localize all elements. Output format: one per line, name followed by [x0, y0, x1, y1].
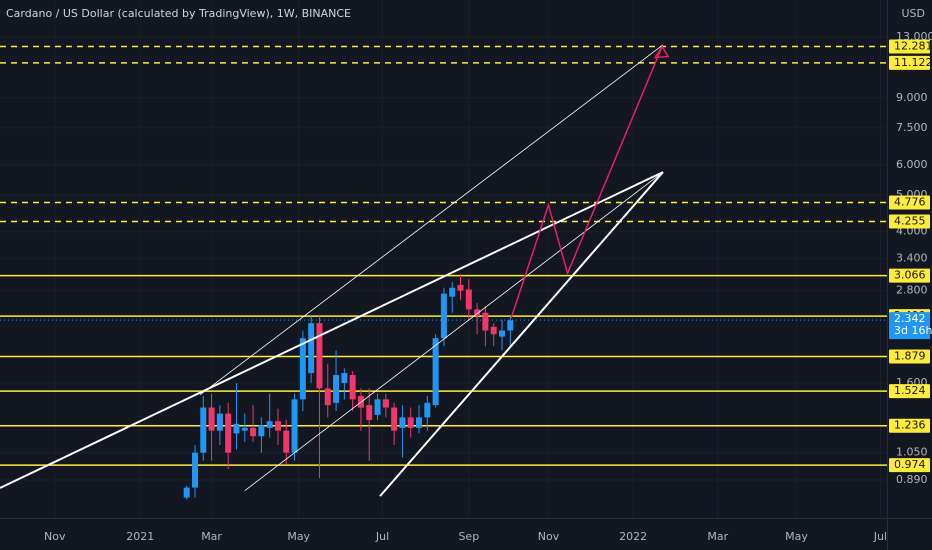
level-label: 11.122 — [894, 56, 932, 69]
x-tick-label: 2022 — [619, 530, 647, 543]
candle-body — [299, 338, 306, 400]
y-tick-label: 6.000 — [896, 158, 928, 171]
level-label-box — [889, 458, 930, 473]
candle-body — [208, 407, 215, 431]
level-label: 1.236 — [894, 419, 926, 432]
x-tick-label: 2021 — [126, 530, 154, 543]
level-label: 12.281 — [894, 39, 932, 52]
x-tick-label: Nov — [44, 530, 66, 543]
plot-area — [0, 44, 887, 500]
candle-body — [216, 413, 223, 431]
y-tick-label: 2.800 — [896, 284, 928, 297]
candle-body — [465, 289, 472, 310]
candle-body — [250, 427, 257, 437]
level-label: 0.974 — [894, 458, 926, 471]
y-tick-label: 0.890 — [896, 473, 928, 486]
level-label-box — [889, 418, 930, 433]
level-label-box — [889, 384, 930, 399]
candle-body — [391, 407, 398, 431]
level-label-box — [889, 349, 930, 364]
candle-body — [316, 323, 323, 389]
candle-body — [440, 293, 447, 339]
level-label: 4.776 — [894, 195, 926, 208]
candle-body — [258, 425, 265, 437]
candle-body — [449, 287, 456, 297]
trend-line — [244, 171, 664, 492]
trend-line — [510, 46, 663, 319]
x-tick-label: Sep — [458, 530, 479, 543]
level-label: 1.879 — [894, 350, 926, 363]
level-label-box — [889, 195, 930, 210]
candle-body — [291, 399, 298, 453]
x-tick-label: Nov — [538, 530, 560, 543]
x-tick-label: Mar — [201, 530, 222, 543]
countdown-label: 3d 16h — [894, 324, 932, 337]
currency-label: USD — [901, 7, 925, 20]
candle-body — [374, 399, 381, 415]
y-tick-label: 7.500 — [896, 121, 928, 134]
candle-body — [283, 430, 290, 453]
candle-body — [200, 407, 207, 453]
level-label: 4.255 — [894, 215, 926, 228]
candle-body — [424, 402, 431, 418]
candle-body — [490, 326, 497, 335]
candle-body — [498, 330, 505, 337]
candle-body — [382, 399, 389, 408]
last-price-box — [889, 312, 930, 340]
candle-body — [308, 323, 315, 374]
level-label-box — [889, 39, 930, 54]
x-tick-label: Jul — [873, 530, 887, 543]
candle-body — [416, 417, 423, 428]
candle-body — [233, 423, 240, 434]
y-tick-label: 3.400 — [896, 252, 928, 265]
candle-body — [432, 338, 439, 406]
candle-body — [333, 375, 340, 403]
level-label: 1.524 — [894, 384, 926, 397]
x-tick-label: May — [785, 530, 808, 543]
candle-body — [183, 487, 190, 498]
y-tick-label: 9.000 — [896, 91, 928, 104]
candle-body — [457, 284, 464, 291]
candle-body — [324, 388, 331, 406]
candle-body — [399, 417, 406, 428]
candle-body — [241, 427, 248, 431]
trend-line — [199, 44, 664, 396]
candle-body — [341, 373, 348, 384]
candle-body — [349, 375, 356, 400]
candle-body — [407, 417, 414, 428]
level-label-box — [889, 55, 930, 70]
arrow-head — [653, 45, 670, 59]
level-label-box — [889, 268, 930, 283]
trend-line — [0, 171, 664, 489]
y-tick-label: 1.050 — [896, 446, 928, 459]
candle-body — [266, 421, 273, 428]
candle-body — [482, 312, 489, 331]
last-price-label: 2.342 — [894, 312, 926, 325]
candle-body — [366, 405, 373, 420]
candle-body — [274, 421, 281, 431]
trend-line — [379, 171, 664, 497]
level-label: 3.066 — [894, 269, 926, 282]
candle-body — [507, 320, 514, 331]
candle-body — [191, 452, 198, 488]
x-tick-label: May — [287, 530, 310, 543]
chart-title: Cardano / US Dollar (calculated by Tradi… — [6, 7, 351, 20]
x-tick-label: Jul — [375, 530, 389, 543]
candle-body — [474, 309, 481, 317]
x-tick-label: Mar — [707, 530, 728, 543]
level-label-box — [889, 214, 930, 229]
candle-body — [225, 413, 232, 453]
